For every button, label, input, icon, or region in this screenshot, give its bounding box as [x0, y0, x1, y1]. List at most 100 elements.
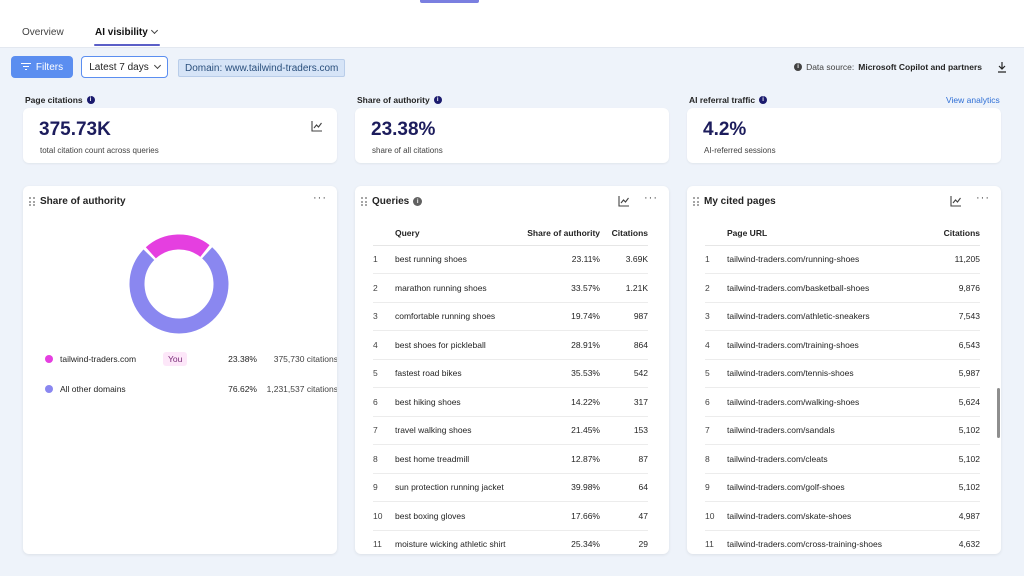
trend-chart-icon[interactable]	[618, 195, 630, 207]
data-source-prefix: Data source:	[806, 62, 855, 72]
page-url-cell: tailwind-traders.com/training-shoes	[727, 330, 927, 360]
citations-cell: 153	[600, 416, 648, 445]
citations-cell: 5,987	[927, 359, 980, 388]
trend-chart-icon[interactable]	[311, 120, 323, 132]
kpi-value: 23.38%	[371, 119, 436, 140]
info-icon[interactable]: i	[794, 63, 803, 71]
citations-cell: 542	[600, 359, 648, 388]
table-row[interactable]: 3 comfortable running shoes 19.74% 987	[373, 302, 648, 331]
page-url-cell: tailwind-traders.com/golf-shoes	[727, 473, 927, 502]
tab-overview[interactable]: Overview	[22, 27, 64, 38]
table-row[interactable]: 7 travel walking shoes 21.45% 153	[373, 416, 648, 445]
table-row[interactable]: 8 tailwind-traders.com/cleats 5,102	[705, 444, 980, 474]
table-row[interactable]: 11 tailwind-traders.com/cross-training-sh…	[705, 530, 980, 554]
row-index: 2	[373, 273, 395, 303]
column-header-citations[interactable]: Citations	[927, 221, 980, 246]
view-analytics-link[interactable]: View analytics	[946, 95, 1000, 105]
table-row[interactable]: 4 best shoes for pickleball 28.91% 864	[373, 330, 648, 360]
row-index: 7	[705, 416, 727, 445]
column-header-share[interactable]: Share of authority	[520, 221, 600, 246]
legend-name: All other domains	[60, 384, 126, 394]
page-url-cell: tailwind-traders.com/basketball-shoes	[727, 273, 927, 303]
table-row[interactable]: 8 best home treadmill 12.87% 87	[373, 444, 648, 474]
date-range-dropdown[interactable]: Latest 7 days	[81, 56, 168, 78]
top-nav-indicator	[420, 0, 479, 3]
data-source: i Data source: Microsoft Copilot and par…	[794, 61, 1008, 73]
download-icon[interactable]	[996, 61, 1008, 73]
filters-button[interactable]: Filters	[11, 56, 73, 78]
top-bar: Overview AI visibility	[0, 0, 1024, 48]
table-header-row: Page URL Citations	[705, 221, 980, 246]
info-icon[interactable]: i	[433, 96, 442, 104]
info-icon[interactable]: i	[413, 197, 423, 206]
table-row[interactable]: 9 tailwind-traders.com/golf-shoes 5,102	[705, 473, 980, 502]
domain-chip[interactable]: Domain: www.tailwind-traders.com	[178, 59, 346, 77]
tab-ai-visibility[interactable]: AI visibility	[95, 26, 158, 38]
drag-handle-icon[interactable]	[361, 197, 367, 206]
legend-percent: 23.38%	[228, 354, 257, 364]
citations-cell: 64	[600, 473, 648, 502]
query-cell: travel walking shoes	[395, 416, 520, 445]
table-row[interactable]: 3 tailwind-traders.com/athletic-sneakers 7…	[705, 302, 980, 331]
column-header-query[interactable]: Query	[395, 221, 520, 246]
citations-cell: 5,102	[927, 473, 980, 502]
page-url-cell: tailwind-traders.com/walking-shoes	[727, 387, 927, 417]
page-url-cell: tailwind-traders.com/athletic-sneakers	[727, 302, 927, 331]
table-row[interactable]: 9 sun protection running jacket 39.98% 64	[373, 473, 648, 502]
share-donut-chart	[129, 234, 229, 334]
table-row[interactable]: 6 tailwind-traders.com/walking-shoes 5,624	[705, 387, 980, 417]
table-row[interactable]: 4 tailwind-traders.com/training-shoes 6,54…	[705, 330, 980, 360]
row-index: 1	[705, 245, 727, 274]
legend-name: tailwind-traders.com	[60, 354, 137, 364]
drag-handle-icon[interactable]	[693, 197, 699, 206]
citations-cell: 4,632	[927, 530, 980, 554]
chevron-down-icon	[150, 26, 158, 35]
kpi-label-text: Share of authority	[357, 95, 430, 105]
share-cell: 19.74%	[520, 302, 600, 331]
table-row[interactable]: 1 best running shoes 23.11% 3.69K	[373, 245, 648, 274]
legend-dot	[45, 355, 53, 363]
share-cell: 12.87%	[520, 444, 600, 474]
query-cell: sun protection running jacket	[395, 473, 520, 502]
table-row[interactable]: 5 tailwind-traders.com/tennis-shoes 5,987	[705, 359, 980, 388]
legend-citations: 375,730 citations	[273, 354, 337, 364]
table-row[interactable]: 7 tailwind-traders.com/sandals 5,102	[705, 416, 980, 445]
more-options-icon[interactable]: ···	[644, 192, 658, 204]
table-row[interactable]: 6 best hiking shoes 14.22% 317	[373, 387, 648, 417]
row-index: 11	[705, 530, 727, 554]
kpi-subtext: AI-referred sessions	[704, 146, 776, 155]
column-header-citations[interactable]: Citations	[600, 221, 648, 246]
row-index: 11	[373, 530, 395, 554]
share-cell: 23.11%	[520, 245, 600, 274]
citations-cell: 29	[600, 530, 648, 554]
table-row[interactable]: 5 fastest road bikes 35.53% 542	[373, 359, 648, 388]
citations-cell: 47	[600, 501, 648, 531]
drag-handle-icon[interactable]	[29, 197, 35, 206]
more-options-icon[interactable]: ···	[976, 192, 990, 204]
table-row[interactable]: 10 best boxing gloves 17.66% 47	[373, 501, 648, 531]
query-cell: best shoes for pickleball	[395, 330, 520, 360]
citations-cell: 3.69K	[600, 245, 648, 274]
kpi-value: 375.73K	[39, 119, 111, 140]
table-row[interactable]: 2 tailwind-traders.com/basketball-shoes 9,…	[705, 273, 980, 303]
date-range-label: Latest 7 days	[89, 61, 149, 73]
table-row[interactable]: 1 tailwind-traders.com/running-shoes 11,20…	[705, 245, 980, 274]
column-header-page-url[interactable]: Page URL	[727, 221, 927, 246]
kpi-subtext: total citation count across queries	[40, 146, 159, 155]
legend-row-others: All other domains 76.62% 1,231,537 citat…	[45, 382, 337, 396]
kpi-card-share-of-authority: 23.38% share of all citations	[355, 108, 669, 163]
kpi-label-ai-referral-traffic: AI referral traffic i	[689, 95, 768, 105]
more-options-icon[interactable]: ···	[313, 192, 327, 204]
trend-chart-icon[interactable]	[950, 195, 962, 207]
table-row[interactable]: 10 tailwind-traders.com/skate-shoes 4,987	[705, 501, 980, 531]
table-row[interactable]: 11 moisture wicking athletic shirt 25.34% 2…	[373, 530, 648, 554]
share-cell: 39.98%	[520, 473, 600, 502]
table-row[interactable]: 2 marathon running shoes 33.57% 1.21K	[373, 273, 648, 303]
kpi-label-text: AI referral traffic	[689, 95, 756, 105]
scrollbar-thumb[interactable]	[997, 388, 1000, 438]
share-cell: 35.53%	[520, 359, 600, 388]
info-icon[interactable]: i	[86, 96, 95, 104]
query-cell: fastest road bikes	[395, 359, 520, 388]
queries-table: Query Share of authority Citations 1 best…	[373, 221, 648, 554]
info-icon[interactable]: i	[759, 96, 768, 104]
